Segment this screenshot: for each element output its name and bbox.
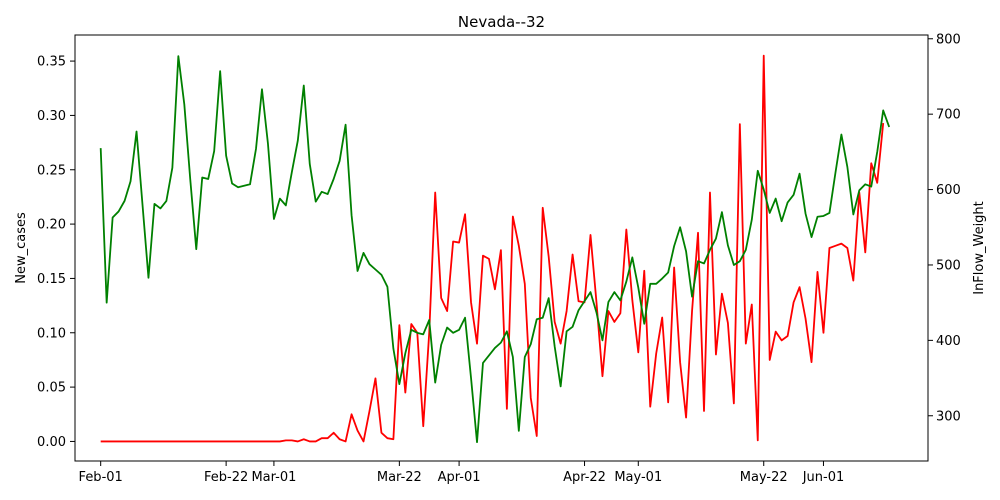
y-tick-label: 0.15 bbox=[37, 272, 66, 287]
y-tick-label: 0.05 bbox=[37, 381, 66, 396]
x-tick-label: May-01 bbox=[614, 470, 662, 485]
x-tick-label: Apr-01 bbox=[438, 470, 481, 485]
chart-title: Nevada--32 bbox=[458, 13, 545, 31]
y2-tick-label: 500 bbox=[936, 258, 961, 273]
y2-tick-label: 600 bbox=[936, 183, 961, 198]
y2-tick-label: 300 bbox=[936, 409, 961, 424]
x-axis: Feb-01 Feb-22 Mar-01 Mar-22 Apr-01 Apr-22 May-… bbox=[79, 461, 845, 485]
y-axis-title: New_cases bbox=[14, 212, 29, 284]
y-axis-right: 300 400 500 600 700 800 bbox=[928, 32, 961, 424]
y2-tick-label: 400 bbox=[936, 334, 961, 349]
x-tick-label: Feb-22 bbox=[204, 470, 248, 485]
series-line-1 bbox=[99, 55, 891, 444]
y-tick-label: 0.00 bbox=[37, 435, 66, 450]
y2-axis-title: InFlow_Weight bbox=[972, 201, 987, 295]
x-tick-label: Mar-22 bbox=[377, 470, 422, 485]
y-axis-left: 0.00 0.05 0.10 0.15 0.20 0.25 0.30 0.35 bbox=[37, 55, 75, 450]
y-tick-label: 0.25 bbox=[37, 163, 66, 178]
y-tick-label: 0.20 bbox=[37, 218, 66, 233]
x-tick-label: Apr-22 bbox=[563, 470, 606, 485]
x-tick-label: May-22 bbox=[740, 470, 788, 485]
y2-tick-label: 800 bbox=[936, 32, 961, 47]
y2-tick-label: 700 bbox=[936, 108, 961, 123]
y-tick-label: 0.10 bbox=[37, 326, 66, 341]
plot-frame bbox=[74, 34, 929, 462]
x-tick-label: Jun-01 bbox=[802, 470, 845, 485]
x-tick-label: Mar-01 bbox=[251, 470, 296, 485]
y-tick-label: 0.30 bbox=[37, 109, 66, 124]
y-tick-label: 0.35 bbox=[37, 55, 66, 70]
plot-body bbox=[99, 54, 891, 444]
x-tick-label: Feb-01 bbox=[79, 470, 123, 485]
series-line-0 bbox=[100, 54, 885, 443]
